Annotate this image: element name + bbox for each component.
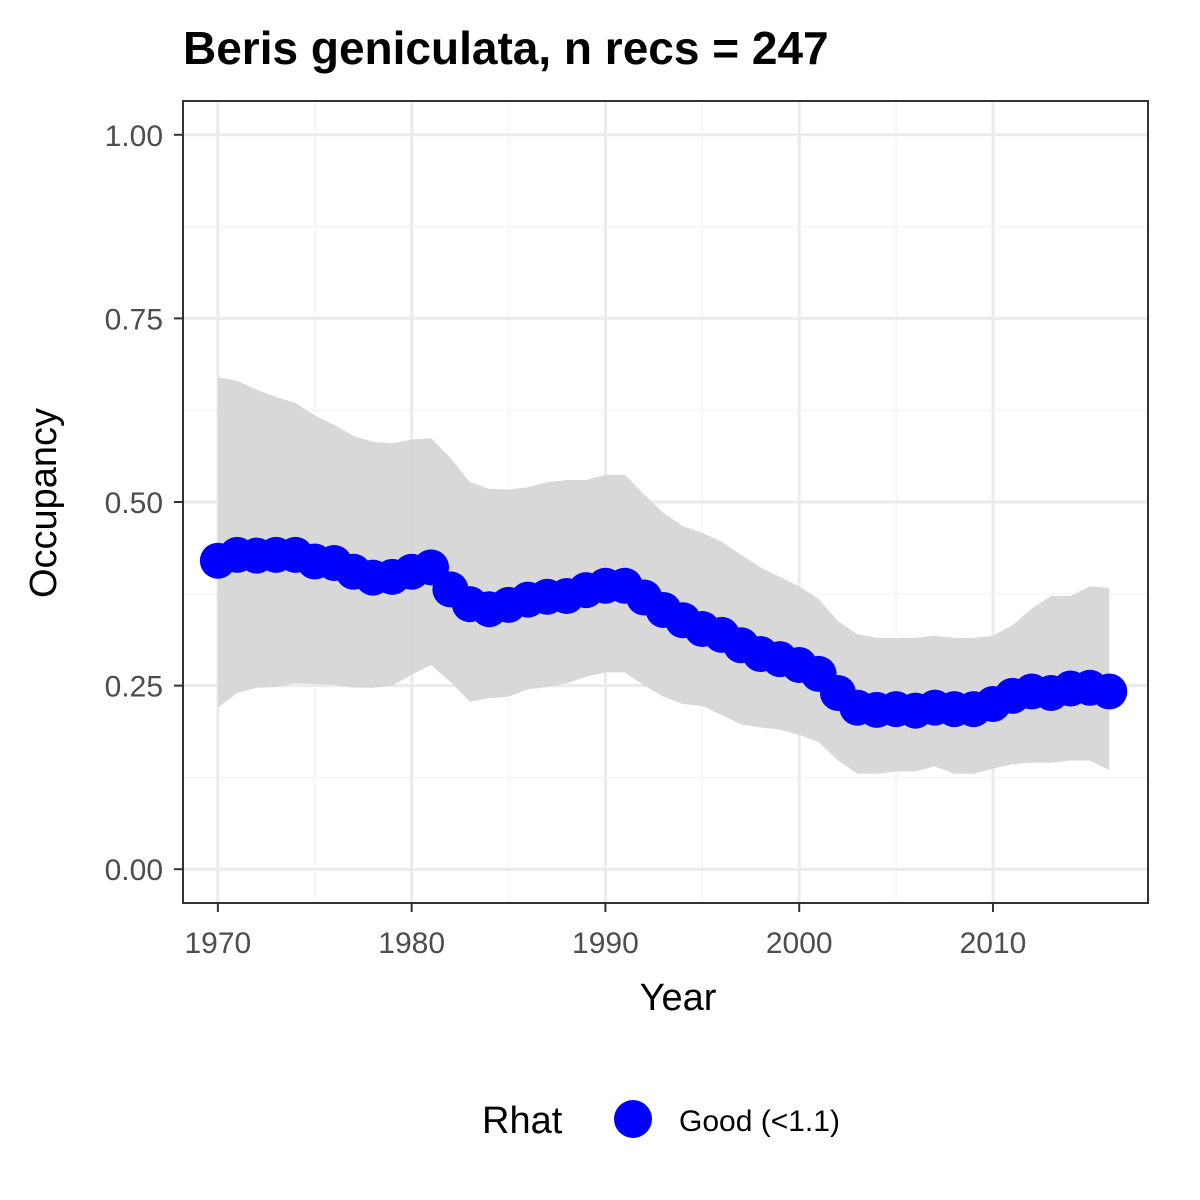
data-point: [1091, 673, 1128, 710]
y-tick-label: 0.00: [105, 854, 163, 887]
legend-title: Rhat: [482, 1100, 563, 1142]
x-tick-label: 2000: [766, 927, 833, 960]
x-tick-label: 1970: [185, 927, 252, 960]
x-tick-label: 1980: [378, 927, 445, 960]
x-tick-label: 1990: [572, 927, 639, 960]
x-axis-title: Year: [640, 977, 717, 1019]
legend-key-good: [614, 1100, 652, 1138]
legend: Rhat Good (<1.1): [482, 1100, 840, 1142]
x-tick-label: 2010: [960, 927, 1027, 960]
legend-label-good: Good (<1.1): [679, 1105, 840, 1138]
y-axis-title: Occupancy: [23, 408, 65, 598]
y-tick-label: 1.00: [105, 120, 163, 153]
occupancy-points: [199, 536, 1128, 729]
confidence-ribbon: [217, 377, 1110, 774]
y-tick-label: 0.50: [105, 487, 163, 520]
y-tick-label: 0.25: [105, 671, 163, 704]
axes: 1970 1980 1990 2000 2010 0.00 0.25 0.50 0.75 1.00: [105, 120, 1027, 960]
chart-title: Beris geniculata, n recs = 247: [183, 22, 829, 74]
y-tick-label: 0.75: [105, 303, 163, 336]
